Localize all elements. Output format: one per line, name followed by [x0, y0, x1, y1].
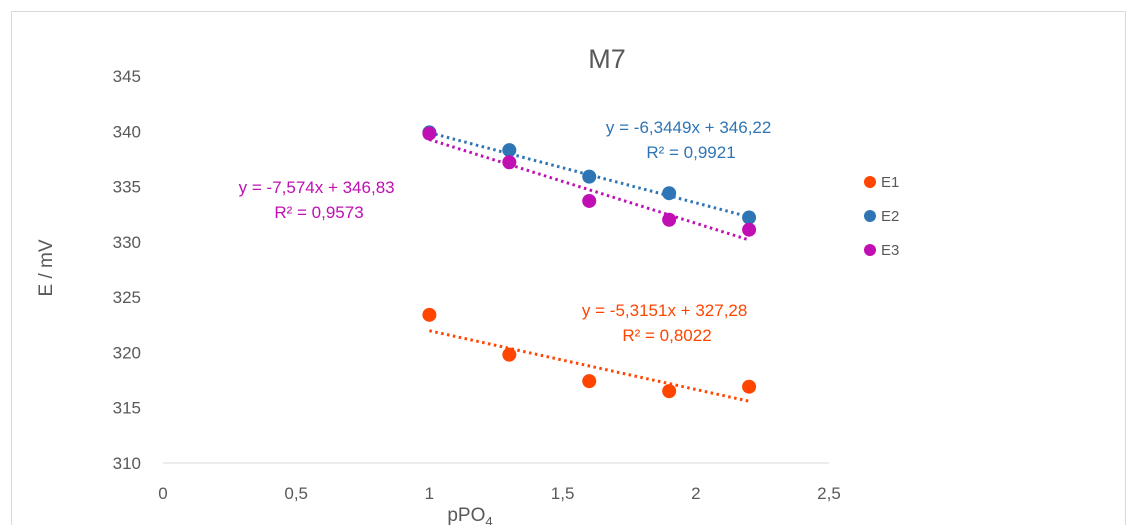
y-tick-label: 325 — [113, 288, 141, 307]
data-point-e1[interactable] — [582, 374, 597, 389]
trendline-e2 — [429, 131, 750, 219]
equation-label-e3: y = -7,574x + 346,83 R² = 0,9573 — [239, 178, 400, 222]
legend: E1 E2 E3 — [864, 174, 899, 259]
trendline-e1 — [429, 329, 750, 403]
legend-marker-e3 — [864, 244, 876, 256]
legend-label-e1: E1 — [881, 174, 899, 191]
chart-area-border — [11, 11, 1126, 525]
legend-item-e3[interactable]: E3 — [864, 242, 899, 259]
equation-e3: y = -7,574x + 346,83 — [239, 178, 395, 197]
equation-e2: y = -6,3449x + 346,22 — [606, 118, 771, 137]
x-tick-label: 0,5 — [284, 484, 308, 503]
y-axis-title: E / mV — [36, 239, 57, 296]
x-tick-label: 0 — [158, 484, 167, 503]
legend-item-e1[interactable]: E1 — [864, 174, 899, 191]
equation-label-e1: y = -5,3151x + 327,28 R² = 0,8022 — [582, 301, 752, 345]
trendlines — [428, 131, 750, 403]
data-points — [422, 125, 757, 399]
equation-e1: y = -5,3151x + 327,28 — [582, 301, 747, 320]
chart-title: M7 — [588, 44, 626, 74]
data-point-e3[interactable] — [742, 222, 757, 237]
legend-label-e3: E3 — [881, 242, 899, 259]
data-point-e1[interactable] — [662, 384, 677, 399]
x-axis-title-subscript: 4 — [485, 514, 492, 525]
equation-label-e2: y = -6,3449x + 346,22 R² = 0,9921 — [606, 118, 776, 162]
x-axis-title-main: pPO — [447, 505, 485, 525]
r2-e1: R² = 0,8022 — [622, 326, 711, 345]
x-tick-label: 1 — [425, 484, 434, 503]
r2-e3: R² = 0,9573 — [274, 203, 363, 222]
x-tick-labels: 0 0,5 1 1,5 2 2,5 — [158, 484, 841, 503]
data-point-e1[interactable] — [742, 379, 757, 394]
trendline-e3 — [428, 138, 750, 242]
x-tick-label: 2 — [691, 484, 700, 503]
data-point-e3[interactable] — [422, 126, 437, 141]
data-point-e2[interactable] — [582, 169, 597, 184]
y-tick-label: 335 — [113, 178, 141, 197]
x-tick-label: 1,5 — [551, 484, 575, 503]
y-tick-label: 310 — [113, 454, 141, 473]
data-point-e1[interactable] — [422, 307, 437, 322]
y-tick-label: 330 — [113, 233, 141, 252]
y-tick-label: 315 — [113, 399, 141, 418]
data-point-e2[interactable] — [502, 143, 517, 158]
x-tick-label: 2,5 — [817, 484, 841, 503]
legend-marker-e2 — [864, 210, 876, 222]
y-tick-label: 320 — [113, 343, 141, 362]
data-point-e3[interactable] — [582, 193, 597, 208]
data-point-e1[interactable] — [502, 347, 517, 362]
data-point-e2[interactable] — [742, 210, 757, 225]
x-axis-title: pPO4 — [447, 505, 492, 525]
y-tick-label: 340 — [113, 122, 141, 141]
legend-label-e2: E2 — [881, 208, 899, 225]
legend-item-e2[interactable]: E2 — [864, 208, 899, 225]
r2-e2: R² = 0,9921 — [646, 143, 735, 162]
data-point-e2[interactable] — [662, 186, 677, 201]
legend-marker-e1 — [864, 176, 876, 188]
data-point-e3[interactable] — [662, 212, 677, 227]
y-tick-labels: 310 315 320 325 330 335 340 345 — [113, 67, 141, 473]
y-tick-label: 345 — [113, 67, 141, 86]
data-point-e3[interactable] — [502, 155, 517, 170]
